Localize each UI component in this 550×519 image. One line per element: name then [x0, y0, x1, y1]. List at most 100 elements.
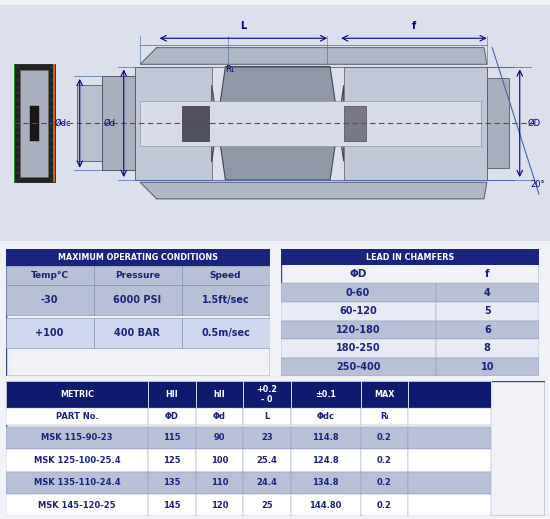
Text: 60-120: 60-120	[339, 306, 377, 316]
Bar	[361, 381, 408, 408]
Bar	[6, 285, 94, 315]
Bar	[30, 105, 38, 141]
Text: +0.2
- 0: +0.2 - 0	[256, 385, 277, 404]
Text: Temp°C: Temp°C	[30, 271, 69, 280]
Bar	[436, 283, 539, 302]
Bar	[361, 408, 408, 425]
Text: Rₗ: Rₗ	[380, 412, 389, 421]
Text: +100: +100	[35, 328, 64, 338]
Text: 25.4: 25.4	[256, 456, 277, 465]
Text: 135: 135	[163, 478, 181, 487]
Bar	[94, 266, 182, 285]
Text: PART No.: PART No.	[56, 412, 98, 421]
Bar	[436, 339, 539, 358]
Bar	[148, 449, 196, 472]
Bar	[196, 449, 243, 472]
Text: METRIC: METRIC	[60, 390, 94, 399]
Bar	[148, 472, 196, 494]
Text: Ød: Ød	[103, 119, 116, 128]
Bar	[361, 427, 408, 449]
Bar	[196, 472, 243, 494]
Bar	[6, 318, 94, 348]
Text: MAX: MAX	[374, 390, 394, 399]
Bar	[6, 494, 148, 516]
Text: 250-400: 250-400	[336, 362, 380, 372]
Text: 115: 115	[163, 433, 181, 442]
Bar	[77, 86, 102, 161]
Text: 0-60: 0-60	[346, 288, 370, 298]
Bar	[182, 285, 270, 315]
Bar	[344, 105, 366, 141]
Bar	[361, 472, 408, 494]
Bar	[6, 408, 148, 425]
Text: 124.8: 124.8	[312, 456, 339, 465]
Text: 125: 125	[163, 456, 181, 465]
Text: 110: 110	[211, 478, 228, 487]
Text: 10: 10	[481, 362, 494, 372]
Text: 134.8: 134.8	[312, 478, 339, 487]
Bar	[436, 358, 539, 376]
Text: -30: -30	[41, 295, 58, 305]
Bar	[290, 427, 361, 449]
Bar	[196, 408, 243, 425]
Text: Φd: Φd	[213, 412, 226, 421]
Text: 4: 4	[484, 288, 491, 298]
Text: ΦD: ΦD	[349, 269, 367, 279]
Bar	[196, 427, 243, 449]
Bar	[243, 381, 290, 408]
Text: 6: 6	[484, 325, 491, 335]
Polygon shape	[212, 66, 344, 180]
Text: MSK 135-110-24.4: MSK 135-110-24.4	[34, 478, 120, 487]
Text: MSK 145-120-25: MSK 145-120-25	[38, 501, 116, 510]
Bar	[6, 427, 148, 449]
Bar	[408, 427, 491, 449]
Text: 114.8: 114.8	[312, 433, 339, 442]
Bar	[361, 449, 408, 472]
Text: L: L	[265, 412, 270, 421]
Bar	[94, 285, 182, 315]
Bar	[280, 302, 436, 321]
Text: Φdc: Φdc	[317, 412, 334, 421]
Bar	[243, 427, 290, 449]
Text: LEAD IN CHAMFERS: LEAD IN CHAMFERS	[366, 253, 454, 262]
Text: 0.5m/sec: 0.5m/sec	[201, 328, 250, 338]
Text: Ødc: Ødc	[55, 119, 72, 128]
Bar	[148, 408, 196, 425]
Bar	[280, 249, 539, 265]
Text: MSK 125-100-25.4: MSK 125-100-25.4	[34, 456, 120, 465]
Text: 6000 PSI: 6000 PSI	[113, 295, 162, 305]
Bar	[148, 427, 196, 449]
Text: f: f	[412, 21, 416, 31]
Text: L: L	[240, 21, 246, 31]
Text: ±0.1: ±0.1	[315, 390, 336, 399]
Text: R₁: R₁	[226, 65, 235, 74]
Bar	[14, 64, 55, 182]
Text: Speed: Speed	[210, 271, 241, 280]
Text: 1.5ft/sec: 1.5ft/sec	[202, 295, 249, 305]
Text: Pressure: Pressure	[115, 271, 160, 280]
Text: 100: 100	[211, 456, 228, 465]
Bar	[182, 318, 270, 348]
Text: 120-180: 120-180	[336, 325, 381, 335]
Bar	[6, 449, 148, 472]
Text: 180-250: 180-250	[336, 344, 381, 353]
Bar	[408, 449, 491, 472]
Text: HII: HII	[166, 390, 178, 399]
Bar	[94, 318, 182, 348]
Bar	[6, 472, 148, 494]
Bar	[290, 494, 361, 516]
Bar	[6, 249, 270, 266]
Text: 0.2: 0.2	[377, 456, 392, 465]
Bar	[408, 408, 491, 425]
Bar	[280, 321, 436, 339]
Polygon shape	[140, 48, 487, 64]
Text: 8: 8	[484, 344, 491, 353]
Text: 0.2: 0.2	[377, 433, 392, 442]
Bar	[436, 302, 539, 321]
Text: MSK 115-90-23: MSK 115-90-23	[41, 433, 113, 442]
Bar	[148, 494, 196, 516]
Text: 24.4: 24.4	[256, 478, 277, 487]
Bar	[182, 266, 270, 285]
Bar	[290, 408, 361, 425]
Text: 90: 90	[214, 433, 226, 442]
